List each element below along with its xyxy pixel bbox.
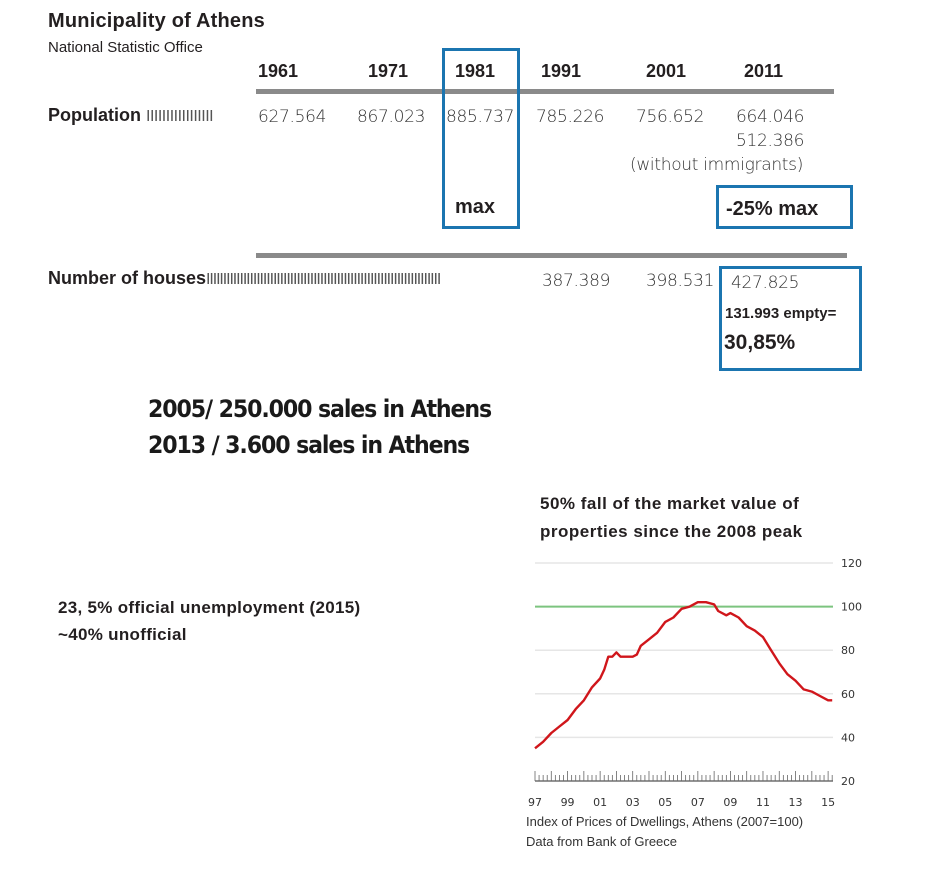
year-header-1961: 1961 xyxy=(258,61,299,81)
population-2001: 756.652 xyxy=(636,107,705,127)
chart-caption: Index of Prices of Dwellings, Athens (20… xyxy=(526,814,804,829)
houses-2011: 427.825 xyxy=(731,273,800,293)
chart-source: Data from Bank of Greece xyxy=(526,834,678,849)
population-1991: 785.226 xyxy=(536,107,605,127)
chart-x-tick-label: 05 xyxy=(658,796,672,809)
chart-series-line xyxy=(534,601,833,750)
max-highlight-box: max xyxy=(442,48,520,229)
chart-y-tick-label: 60 xyxy=(841,688,855,701)
page-title: Municipality of Athens xyxy=(48,10,265,32)
page-subtitle: National Statistic Office xyxy=(48,39,203,56)
chart-x-tick-label: 01 xyxy=(593,796,607,809)
chart-x-tick-label: 15 xyxy=(821,796,835,809)
unemployment-unofficial: ~40% unofficial xyxy=(58,625,187,644)
year-header-1971: 1971 xyxy=(368,61,409,81)
chart-x-tick-label: 09 xyxy=(723,796,737,809)
chart-gridlines xyxy=(535,562,833,739)
houses-label: Number of housesIIIIIIIIIIIIIIIIIIIIIIII… xyxy=(48,268,441,289)
chart-series-group xyxy=(534,601,833,750)
year-header-1981: 1981 xyxy=(455,61,496,81)
population-2011-without-immigrants: 512.386 xyxy=(736,131,805,151)
year-header-2001: 2001 xyxy=(646,61,687,81)
chart-x-tick-label: 07 xyxy=(691,796,705,809)
empty-houses-percent: 30,85% xyxy=(724,331,796,354)
sales-2005: 2005/ 250.000 sales in Athens xyxy=(148,395,492,423)
unemployment-official: 23, 5% official unemployment (2015) xyxy=(58,598,361,617)
empty-houses-count: 131.993 empty= xyxy=(725,305,837,322)
chart-y-tick-label: 40 xyxy=(841,731,855,744)
chart-x-tick-label: 03 xyxy=(626,796,640,809)
chart-title: 50% fall of the market value of properti… xyxy=(540,494,803,541)
population-2011: 664.046 xyxy=(736,107,805,127)
chart-x-tick-label: 99 xyxy=(561,796,575,809)
year-header-1991: 1991 xyxy=(541,61,582,81)
empty-houses-box: 427.825 131.993 empty= 30,85% xyxy=(719,266,862,371)
price-index-chart: 20 40 60 80 100 120 97 99 01 03 05 07 09 11 13 15 xyxy=(528,557,862,809)
houses-1991: 387.389 xyxy=(540,271,611,291)
chart-y-tick-label: 100 xyxy=(841,601,862,614)
houses-rule xyxy=(256,253,847,258)
chart-x-tick-label: 97 xyxy=(528,796,542,809)
population-1981: 885.737 xyxy=(446,107,515,127)
population-1971: 867.023 xyxy=(357,107,426,127)
population-label: Population IIIIIIIIIIIIIIIII xyxy=(48,105,214,126)
year-header-2011: 2011 xyxy=(744,61,784,81)
decline-highlight-box: -25% max xyxy=(716,185,853,229)
decline-badge: -25% max xyxy=(726,198,819,220)
houses-2001: 398.531 xyxy=(646,271,715,291)
population-leader: IIIIIIIIIIIIIIIII xyxy=(146,108,214,125)
houses-leader: IIIIIIIIIIIIIIIIIIIIIIIIIIIIIIIIIIIIIIII… xyxy=(206,271,441,288)
chart-y-tick-label: 120 xyxy=(841,557,862,570)
population-label-text: Population xyxy=(48,105,141,125)
chart-x-tick-label: 13 xyxy=(789,796,803,809)
chart-y-tick-label: 80 xyxy=(841,644,855,657)
without-immigrants-note: (without immigrants) xyxy=(630,155,804,175)
chart-x-tick-label: 11 xyxy=(756,796,770,809)
houses-label-text: Number of houses xyxy=(48,268,207,288)
header-rule xyxy=(256,89,834,94)
chart-y-tick-label: 20 xyxy=(841,775,855,788)
population-1961: 627.564 xyxy=(258,107,327,127)
sales-2013: 2013 / 3.600 sales in Athens xyxy=(148,431,470,459)
max-badge: max xyxy=(455,196,496,218)
chart-y-ticks: 20 40 60 80 100 120 xyxy=(841,557,862,788)
chart-x-axis: 97 99 01 03 05 07 09 11 13 15 xyxy=(528,771,835,809)
